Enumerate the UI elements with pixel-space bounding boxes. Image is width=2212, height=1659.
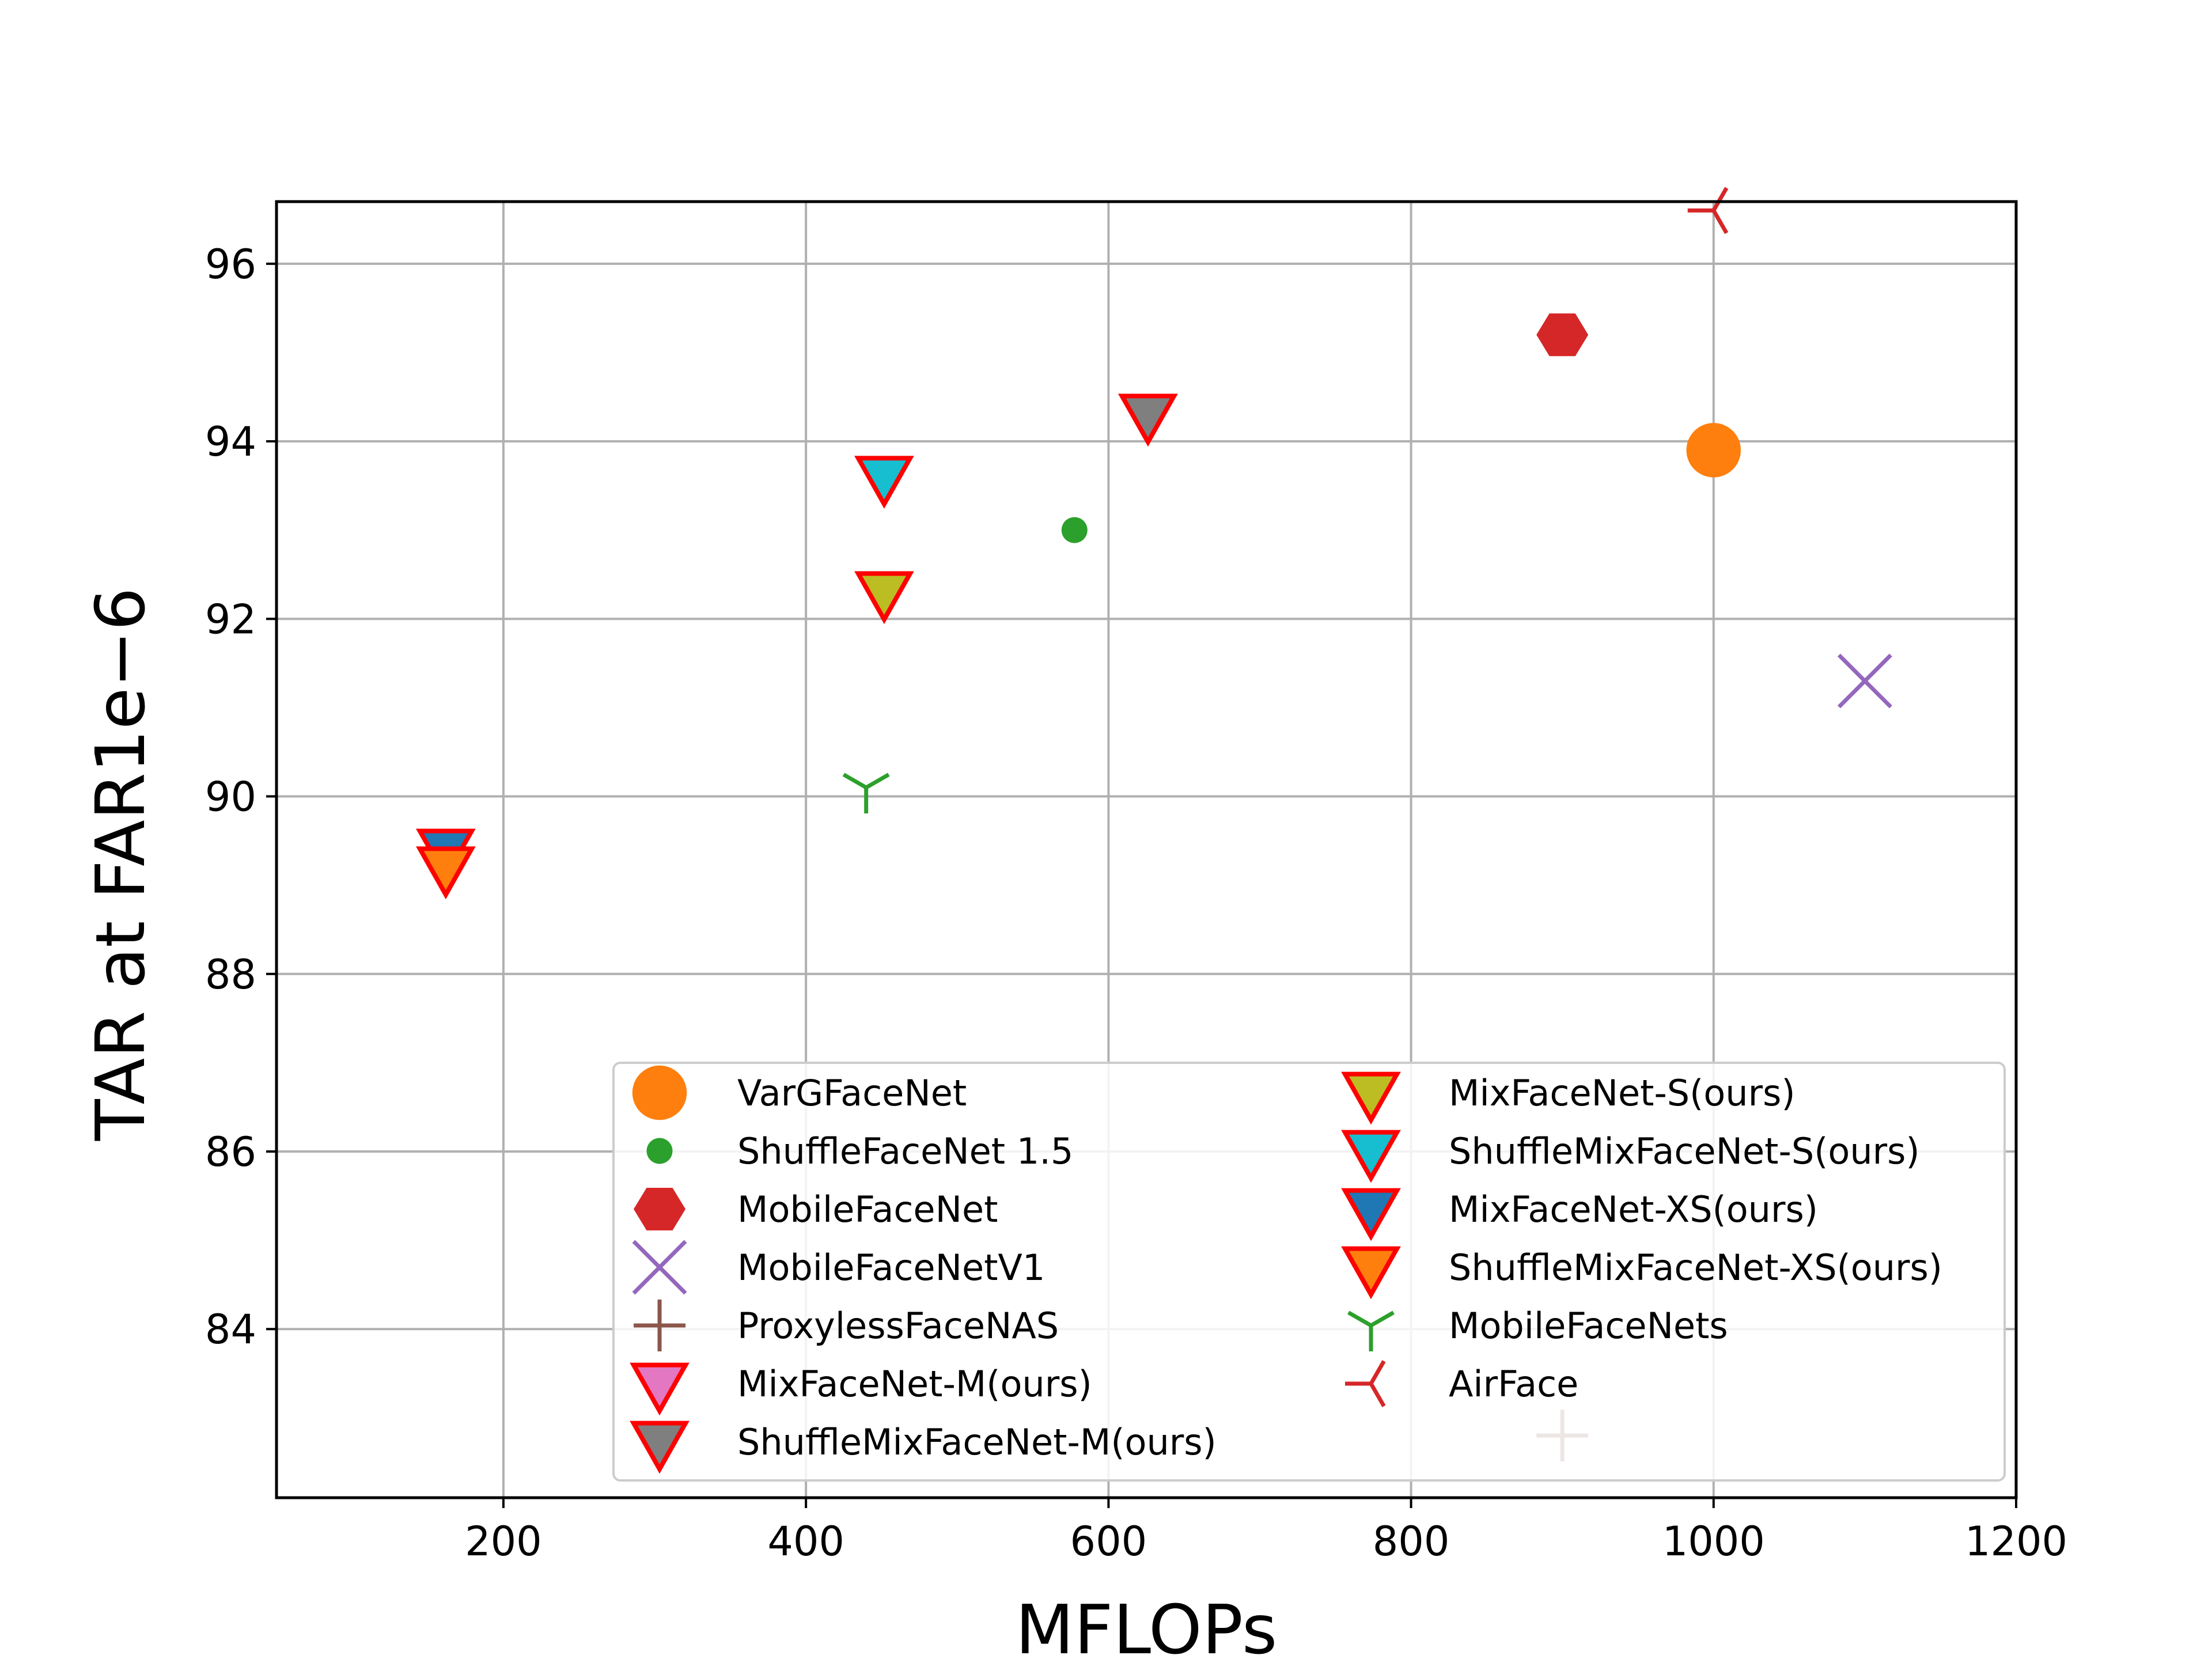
legend-marker bbox=[1341, 1188, 1401, 1241]
x-axis-title: MFLOPs bbox=[1016, 1590, 1278, 1659]
x-tick-label: 1000 bbox=[1662, 1518, 1765, 1565]
point-shufflefacenet-1-5 bbox=[1061, 517, 1088, 543]
legend-marker bbox=[630, 1421, 690, 1474]
point-shufflemixfacenet-s-ours bbox=[854, 456, 914, 509]
legend-label: MixFaceNet-M(ours) bbox=[737, 1363, 1092, 1405]
legend-label: MixFaceNet-XS(ours) bbox=[1449, 1188, 1818, 1230]
legend-label: ShuffleMixFaceNet-XS(ours) bbox=[1449, 1247, 1942, 1289]
point-mobilefacenet bbox=[1536, 313, 1589, 357]
legend-label: ShuffleMixFaceNet-S(ours) bbox=[1449, 1130, 1920, 1172]
legend-marker bbox=[632, 1065, 687, 1120]
legend-box bbox=[612, 1062, 2006, 1482]
point-shufflemixfacenet-xs-ours bbox=[416, 846, 476, 900]
data-points bbox=[416, 187, 1892, 1462]
legend-label: ShuffleMixFaceNet-M(ours) bbox=[737, 1421, 1217, 1463]
y-tick-label: 84 bbox=[205, 1306, 256, 1353]
legend-label: ShuffleFaceNet 1.5 bbox=[737, 1130, 1073, 1172]
legend: VarGFaceNet ShuffleFaceNet 1.5 MobileFaceN… bbox=[612, 1062, 2006, 1482]
legend-marker bbox=[1345, 1360, 1386, 1407]
y-tick-label: 86 bbox=[205, 1128, 256, 1176]
x-tick-label: 800 bbox=[1373, 1518, 1450, 1565]
y-axis-title: TAR at FAR1e−6 bbox=[81, 588, 160, 1142]
legend-marker bbox=[1341, 1071, 1401, 1125]
legend-label: MobileFaceNet bbox=[737, 1188, 998, 1230]
point-airface bbox=[1687, 187, 1729, 234]
legend-label: MobileFaceNets bbox=[1449, 1305, 1728, 1347]
x-tick-label: 400 bbox=[767, 1518, 844, 1565]
y-tick-label: 96 bbox=[205, 241, 256, 288]
axis-ticks: 200 400 600 800 1000 1200 84 86 88 90 92 94 96 bbox=[205, 241, 2067, 1565]
legend-label: ProxylessFaceNAS bbox=[737, 1305, 1059, 1347]
point-shufflemixfacenet-m-ours bbox=[1118, 393, 1178, 447]
legend-label: VarGFaceNet bbox=[737, 1072, 967, 1114]
legend-label: AirFace bbox=[1449, 1363, 1578, 1405]
legend-marker bbox=[646, 1138, 673, 1164]
point-mobilefacenets bbox=[842, 772, 890, 814]
x-tick-label: 200 bbox=[465, 1518, 542, 1565]
legend-marker bbox=[1341, 1130, 1401, 1183]
legend-marker bbox=[632, 1240, 687, 1295]
point-vargfacenet bbox=[1686, 423, 1741, 478]
y-tick-label: 88 bbox=[205, 951, 256, 998]
plot-area-frame bbox=[275, 200, 2018, 1499]
y-tick-label: 92 bbox=[205, 596, 256, 643]
gridlines bbox=[276, 202, 2017, 1498]
point-mixfacenet-s-ours bbox=[854, 571, 914, 624]
x-tick-label: 600 bbox=[1070, 1518, 1147, 1565]
legend-marker bbox=[630, 1362, 690, 1416]
legend-label: MixFaceNet-S(ours) bbox=[1449, 1072, 1796, 1114]
legend-label: MobileFaceNetV1 bbox=[737, 1247, 1045, 1289]
point-mobilefacenetv1 bbox=[1837, 653, 1892, 709]
legend-marker bbox=[634, 1188, 685, 1230]
y-tick-label: 90 bbox=[205, 774, 256, 821]
y-tick-label: 94 bbox=[205, 418, 256, 465]
legend-marker bbox=[1347, 1310, 1395, 1351]
legend-marker bbox=[634, 1300, 685, 1351]
x-tick-label: 1200 bbox=[1965, 1518, 2067, 1565]
legend-marker bbox=[1341, 1246, 1401, 1300]
